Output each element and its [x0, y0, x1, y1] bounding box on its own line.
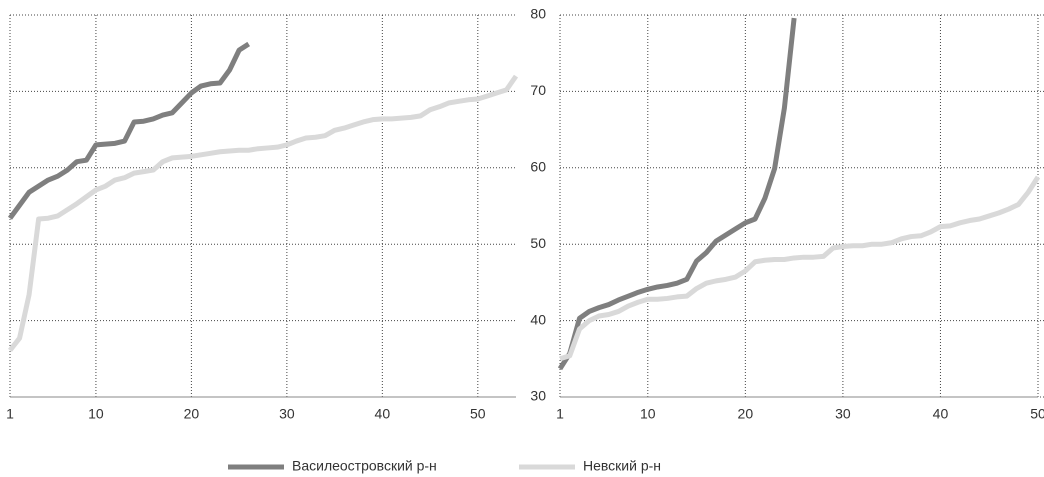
x-tick-label: 30	[279, 406, 295, 422]
series-line	[7, 41, 251, 220]
series-line	[557, 17, 797, 371]
x-tick-label: 1	[6, 406, 14, 422]
x-tick-label: 1	[556, 406, 564, 422]
y-tick-label: 50	[530, 235, 546, 251]
y-tick-label: 30	[530, 388, 546, 404]
x-tick-label: 10	[88, 406, 104, 422]
y-tick-label: 80	[530, 6, 546, 22]
x-tick-label: 20	[184, 406, 200, 422]
x-tick-label: 50	[1030, 406, 1044, 422]
y-tick-label: 70	[530, 82, 546, 98]
legend-label: Невский р-н	[583, 458, 661, 474]
x-tick-label: 10	[640, 406, 656, 422]
x-tick-label: 40	[933, 406, 949, 422]
x-tick-label: 50	[470, 406, 486, 422]
series-line	[8, 74, 519, 352]
y-tick-label: 60	[530, 159, 546, 175]
x-tick-label: 40	[375, 406, 391, 422]
x-tick-label: 30	[835, 406, 851, 422]
y-tick-label: 40	[530, 311, 546, 327]
x-tick-label: 20	[738, 406, 754, 422]
series-line	[559, 175, 1041, 362]
legend-label: Василеостровский р-н	[292, 458, 437, 474]
